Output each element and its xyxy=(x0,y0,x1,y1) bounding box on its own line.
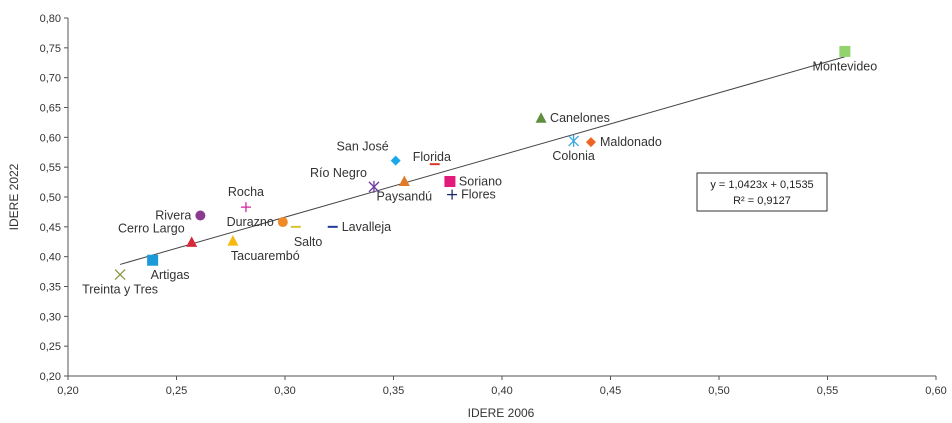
square-marker xyxy=(839,45,851,57)
x-tick-label: 0,60 xyxy=(925,385,946,397)
trendline xyxy=(119,56,845,265)
data-points xyxy=(114,45,851,281)
triangle-marker xyxy=(186,236,198,247)
point-tacuarembo xyxy=(227,235,239,246)
triangle-marker xyxy=(398,175,410,186)
point-durazno xyxy=(277,217,288,228)
point-labels: Montevideo Canelones Maldonado Colonia San J… xyxy=(82,59,877,296)
point-label: Artigas xyxy=(151,268,190,282)
point-label: Río Negro xyxy=(310,166,367,180)
point-label: Colonia xyxy=(552,149,594,163)
point-rocha xyxy=(240,202,251,213)
point-label: Rivera xyxy=(155,208,191,222)
point-label: Tacuarembó xyxy=(231,249,300,263)
y-axis-title: IDERE 2022 xyxy=(7,163,21,230)
point-rio-negro xyxy=(368,180,380,193)
x-tick-label: 0,45 xyxy=(600,385,621,397)
circle-marker xyxy=(195,210,206,221)
x-tick-label: 0,30 xyxy=(274,385,295,397)
y-tick-label: 0,55 xyxy=(40,162,61,174)
y-tick-label: 0,60 xyxy=(40,132,61,144)
point-canelones xyxy=(535,112,547,123)
point-label: Canelones xyxy=(550,111,610,125)
circle-marker xyxy=(277,217,288,228)
square-marker xyxy=(444,175,456,187)
point-label: Montevideo xyxy=(813,59,878,73)
point-cerro-largo xyxy=(186,236,198,247)
point-label: Flores xyxy=(461,188,496,202)
point-label: Cerro Largo xyxy=(118,221,185,235)
trendline-group xyxy=(119,56,845,265)
point-flores xyxy=(447,189,458,200)
x-axis-title: IDERE 2006 xyxy=(468,406,535,420)
y-tick-label: 0,30 xyxy=(40,311,61,323)
point-label: Rocha xyxy=(228,185,264,199)
point-label: Lavalleja xyxy=(342,220,391,234)
x-tick-label: 0,20 xyxy=(57,385,78,397)
point-label: Paysandú xyxy=(377,189,433,203)
point-artigas xyxy=(147,254,159,266)
x-tick-label: 0,40 xyxy=(491,385,512,397)
point-label: Treinta y Tres xyxy=(82,283,158,297)
point-label: San José xyxy=(337,140,389,154)
y-tick-label: 0,25 xyxy=(40,341,61,353)
diamond-marker xyxy=(585,137,596,148)
y-tick-label: 0,45 xyxy=(40,222,61,234)
y-tick-label: 0,50 xyxy=(40,192,61,204)
x-marker-b xyxy=(114,269,126,281)
point-label: Soriano xyxy=(459,174,502,188)
point-paysandu xyxy=(398,175,410,186)
x-tick-label: 0,35 xyxy=(383,385,404,397)
x-tick-label: 0,25 xyxy=(166,385,187,397)
trendline-equation: y = 1,0423x + 0,1535 xyxy=(710,179,813,191)
point-label: Maldonado xyxy=(600,135,662,149)
y-tick-label: 0,75 xyxy=(40,43,61,55)
diamond-marker xyxy=(390,155,401,166)
y-tick-label: 0,35 xyxy=(40,282,61,294)
point-rivera xyxy=(195,210,206,221)
point-san-jose xyxy=(390,155,401,166)
point-maldonado xyxy=(585,137,596,148)
y-tick-label: 0,40 xyxy=(40,252,61,264)
x-tick-label: 0,50 xyxy=(708,385,729,397)
equation-box-border xyxy=(696,172,828,212)
y-tick-label: 0,65 xyxy=(40,103,61,115)
triangle-marker xyxy=(227,235,239,246)
trendline-r-squared: R² = 0,9127 xyxy=(733,195,791,207)
point-soriano xyxy=(444,175,456,187)
axes: 0,20 0,25 0,30 0,35 0,40 0,45 0,50 0,55 0,60 0,65… xyxy=(40,13,947,397)
y-tick-label: 0,70 xyxy=(40,73,61,85)
point-treinta-y-tres xyxy=(114,269,126,281)
x-tick-label: 0,55 xyxy=(817,385,838,397)
point-montevideo xyxy=(839,45,851,57)
square-marker xyxy=(147,254,159,266)
point-label: Florida xyxy=(413,150,451,164)
point-label: Durazno xyxy=(227,215,274,229)
point-label: Salto xyxy=(294,235,323,249)
y-tick-label: 0,80 xyxy=(40,13,61,25)
triangle-marker xyxy=(535,112,547,123)
point-colonia xyxy=(568,134,580,147)
equation-box: y = 1,0423x + 0,1535 R² = 0,9127 xyxy=(696,172,828,212)
y-tick-label: 0,20 xyxy=(40,371,61,383)
